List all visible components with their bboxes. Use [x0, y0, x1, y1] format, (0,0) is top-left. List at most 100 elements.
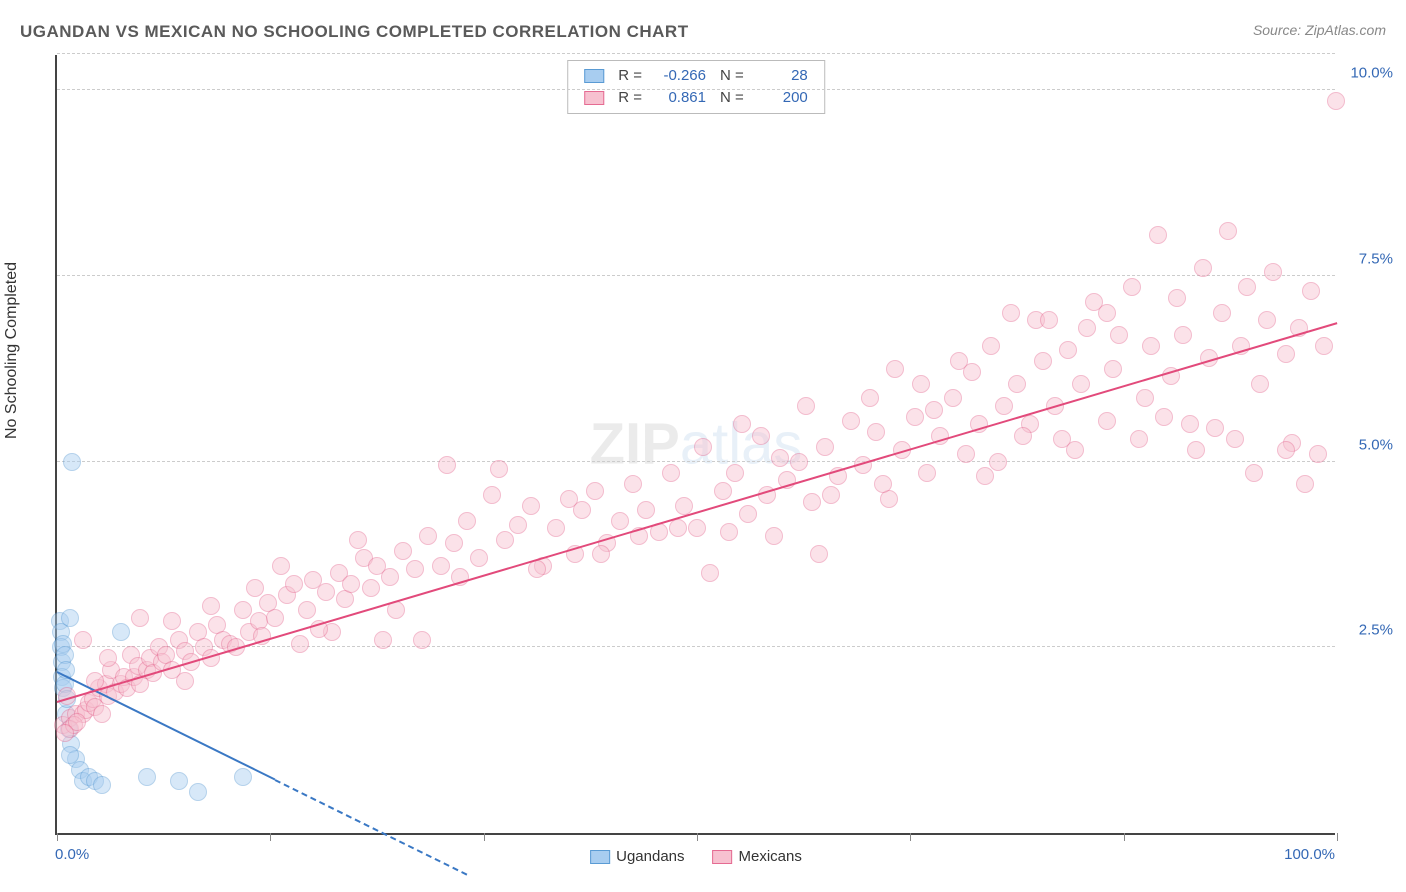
x-tick-label: 0.0%: [55, 846, 89, 863]
scatter-point: [1174, 326, 1192, 344]
chart-title: UGANDAN VS MEXICAN NO SCHOOLING COMPLETE…: [20, 22, 689, 42]
scatter-point: [509, 516, 527, 534]
scatter-point: [1059, 341, 1077, 359]
scatter-point: [1034, 352, 1052, 370]
scatter-point: [266, 609, 284, 627]
gridline: [57, 275, 1335, 276]
source-attribution: Source: ZipAtlas.com: [1253, 22, 1386, 38]
gridline: [57, 53, 1335, 54]
scatter-point: [694, 438, 712, 456]
scatter-point: [61, 746, 79, 764]
scatter-chart: ZIPatlas R = -0.266 N = 28 R = 0.861 N =…: [55, 55, 1335, 835]
x-tick: [1124, 833, 1125, 841]
scatter-point: [1309, 445, 1327, 463]
scatter-point: [989, 453, 1007, 471]
scatter-point: [93, 705, 111, 723]
scatter-point: [1130, 430, 1148, 448]
legend-swatch-ugandans: [584, 69, 604, 83]
scatter-point: [63, 453, 81, 471]
y-axis-label: No Schooling Completed: [3, 262, 21, 439]
scatter-point: [112, 623, 130, 641]
scatter-point: [1008, 375, 1026, 393]
scatter-point: [790, 453, 808, 471]
scatter-point: [1251, 375, 1269, 393]
scatter-point: [1187, 441, 1205, 459]
legend-label-mexicans: Mexicans: [739, 848, 802, 865]
scatter-point: [458, 512, 476, 530]
scatter-point: [1123, 278, 1141, 296]
scatter-point: [733, 415, 751, 433]
scatter-point: [163, 612, 181, 630]
scatter-point: [1213, 304, 1231, 322]
scatter-point: [246, 579, 264, 597]
scatter-point: [925, 401, 943, 419]
gridline: [57, 461, 1335, 462]
scatter-point: [1168, 289, 1186, 307]
scatter-point: [419, 527, 437, 545]
scatter-point: [1149, 226, 1167, 244]
scatter-point: [432, 557, 450, 575]
scatter-point: [234, 601, 252, 619]
scatter-point: [99, 649, 117, 667]
scatter-point: [1296, 475, 1314, 493]
legend-item-ugandans: Ugandans: [590, 848, 684, 865]
gridline: [57, 89, 1335, 90]
scatter-point: [714, 482, 732, 500]
scatter-point: [496, 531, 514, 549]
gridline: [57, 646, 1335, 647]
scatter-point: [170, 772, 188, 790]
scatter-point: [298, 601, 316, 619]
scatter-point: [1302, 282, 1320, 300]
scatter-point: [1206, 419, 1224, 437]
scatter-point: [394, 542, 412, 560]
regression-line: [57, 671, 275, 780]
scatter-point: [547, 519, 565, 537]
y-tick-label: 7.5%: [1359, 250, 1393, 267]
scatter-point: [438, 456, 456, 474]
scatter-point: [624, 475, 642, 493]
scatter-point: [586, 482, 604, 500]
regression-line: [274, 779, 467, 876]
r-label: R =: [618, 87, 642, 109]
scatter-point: [291, 635, 309, 653]
scatter-point: [688, 519, 706, 537]
scatter-point: [803, 493, 821, 511]
scatter-point: [765, 527, 783, 545]
scatter-point: [1258, 311, 1276, 329]
x-tick: [1337, 833, 1338, 841]
scatter-point: [349, 531, 367, 549]
scatter-point: [1098, 304, 1116, 322]
scatter-point: [874, 475, 892, 493]
x-tick: [910, 833, 911, 841]
scatter-point: [976, 467, 994, 485]
scatter-point: [234, 768, 252, 786]
scatter-point: [669, 519, 687, 537]
scatter-point: [822, 486, 840, 504]
scatter-point: [1110, 326, 1128, 344]
scatter-point: [317, 583, 335, 601]
scatter-point: [1002, 304, 1020, 322]
scatter-point: [861, 389, 879, 407]
scatter-point: [1219, 222, 1237, 240]
scatter-point: [1264, 263, 1282, 281]
scatter-point: [912, 375, 930, 393]
y-tick-label: 2.5%: [1359, 622, 1393, 639]
scatter-point: [739, 505, 757, 523]
scatter-point: [1238, 278, 1256, 296]
scatter-point: [189, 783, 207, 801]
scatter-point: [138, 768, 156, 786]
scatter-point: [797, 397, 815, 415]
scatter-point: [1181, 415, 1199, 433]
scatter-point: [573, 501, 591, 519]
source-label: Source:: [1253, 22, 1301, 38]
scatter-point: [131, 609, 149, 627]
scatter-point: [93, 776, 111, 794]
scatter-point: [406, 560, 424, 578]
scatter-point: [445, 534, 463, 552]
scatter-point: [701, 564, 719, 582]
legend-label-ugandans: Ugandans: [616, 848, 684, 865]
scatter-point: [285, 575, 303, 593]
scatter-point: [342, 575, 360, 593]
scatter-point: [1053, 430, 1071, 448]
legend-row-mexicans: R = 0.861 N = 200: [584, 87, 808, 109]
